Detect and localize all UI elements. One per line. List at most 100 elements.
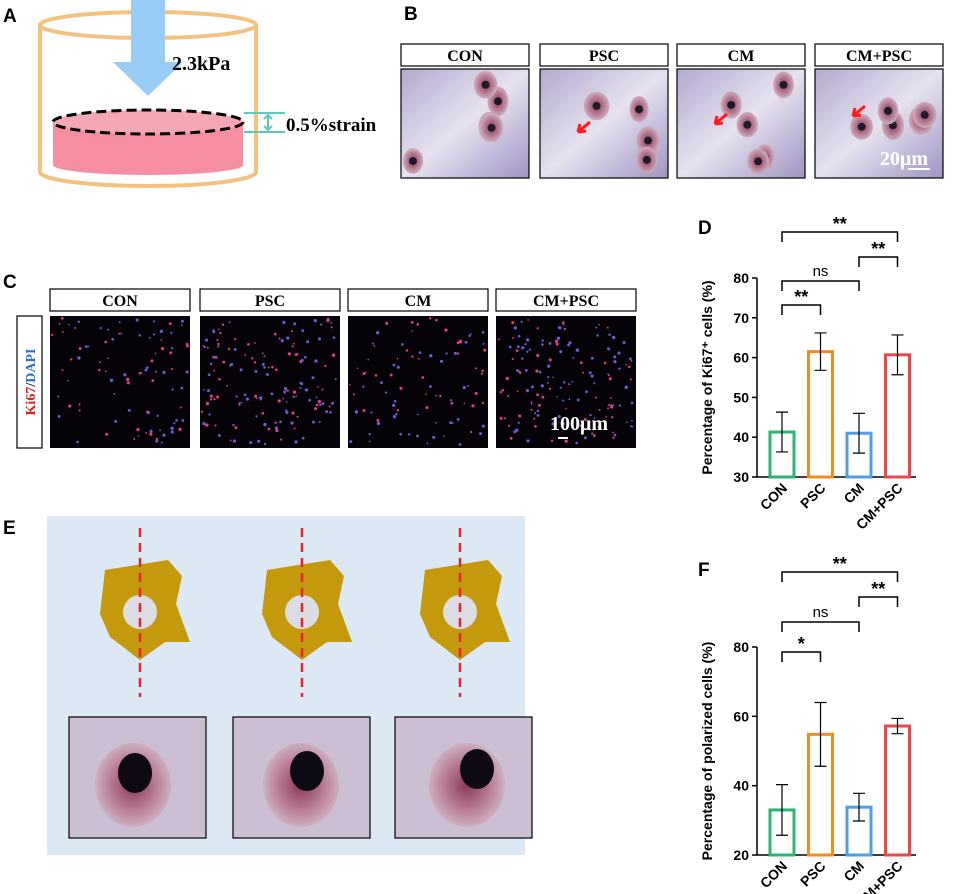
stained-nucleus xyxy=(217,342,220,346)
stained-nucleus xyxy=(589,414,592,417)
nucleus xyxy=(727,100,736,109)
stained-nucleus xyxy=(609,397,612,399)
fluorescence-image xyxy=(200,316,340,448)
stained-nucleus xyxy=(550,439,554,442)
stained-nucleus xyxy=(330,326,333,329)
stained-nucleus xyxy=(513,430,517,434)
stained-nucleus xyxy=(526,439,530,443)
scale-bar-label: 20μm xyxy=(880,148,928,170)
stained-nucleus xyxy=(137,435,140,437)
nucleus xyxy=(409,157,418,166)
stained-nucleus xyxy=(370,411,373,414)
stained-nucleus xyxy=(534,424,537,428)
stained-nucleus xyxy=(320,323,323,326)
panel-a: A 2.3kPa 0.5%strain xyxy=(3,0,377,188)
stained-nucleus xyxy=(481,331,485,334)
stained-nucleus xyxy=(243,393,247,397)
stained-nucleus xyxy=(507,395,510,398)
stained-nucleus xyxy=(265,373,269,377)
stained-nucleus xyxy=(631,419,633,422)
stained-nucleus xyxy=(228,321,231,324)
panel-label: A xyxy=(3,6,17,27)
stain-label: Ki67/DAPI xyxy=(24,349,39,416)
group-header xyxy=(495,288,637,312)
stained-nucleus xyxy=(180,324,183,327)
stained-nucleus xyxy=(217,434,221,437)
stained-nucleus xyxy=(603,361,607,365)
stained-nucleus xyxy=(607,373,609,375)
significance-bracket xyxy=(781,621,860,632)
y-tick-label: 50 xyxy=(733,389,749,405)
stained-nucleus xyxy=(57,415,61,418)
stained-nucleus xyxy=(280,339,284,343)
stained-nucleus xyxy=(153,320,156,323)
stained-nucleus xyxy=(605,415,608,418)
stained-nucleus xyxy=(292,390,297,394)
stained-nucleus xyxy=(375,331,380,335)
stained-nucleus xyxy=(319,403,322,407)
stained-nucleus xyxy=(294,440,298,444)
stained-nucleus xyxy=(285,401,288,403)
stained-nucleus xyxy=(290,330,293,333)
stained-nucleus xyxy=(325,410,329,414)
group-label: PSC xyxy=(589,48,619,65)
nucleus xyxy=(884,106,893,115)
stained-nucleus xyxy=(291,411,295,415)
stained-nucleus xyxy=(60,316,64,320)
significance-label: ** xyxy=(794,287,808,307)
pressure-label: 2.3kPa xyxy=(172,53,230,75)
stained-nucleus xyxy=(541,395,545,399)
stained-nucleus xyxy=(511,357,514,361)
stained-nucleus xyxy=(554,339,559,343)
group-label: CON xyxy=(447,48,483,65)
stained-nucleus xyxy=(612,436,615,439)
stained-nucleus xyxy=(392,415,397,419)
stained-nucleus xyxy=(256,397,258,400)
stained-nucleus xyxy=(145,431,148,434)
stained-nucleus xyxy=(517,421,520,425)
stained-nucleus xyxy=(287,352,292,356)
stained-nucleus xyxy=(253,361,257,364)
stained-nucleus xyxy=(62,330,64,333)
stained-nucleus xyxy=(468,334,471,338)
stained-nucleus xyxy=(450,401,454,405)
significance-label: * xyxy=(798,634,805,654)
stained-nucleus xyxy=(51,333,54,337)
significance-label: ns xyxy=(813,263,829,280)
stained-nucleus xyxy=(558,326,562,330)
stained-nucleus xyxy=(263,366,266,369)
stained-nucleus xyxy=(160,347,165,351)
stained-nucleus xyxy=(334,377,337,381)
group-header xyxy=(676,43,806,67)
stained-nucleus xyxy=(503,417,506,420)
stained-nucleus xyxy=(410,321,414,324)
stained-nucleus xyxy=(608,348,611,351)
stained-nucleus xyxy=(528,348,531,351)
stained-nucleus xyxy=(202,421,206,426)
stained-nucleus xyxy=(61,369,64,372)
stained-nucleus xyxy=(153,333,156,336)
stained-nucleus xyxy=(170,367,173,370)
stained-nucleus xyxy=(229,439,232,442)
stained-nucleus xyxy=(145,366,149,370)
group-header xyxy=(49,288,191,312)
stained-nucleus xyxy=(579,424,583,428)
stained-nucleus xyxy=(376,418,380,422)
stained-nucleus xyxy=(261,362,265,366)
stained-nucleus xyxy=(278,337,281,340)
significance-label: ** xyxy=(833,554,847,574)
stained-nucleus xyxy=(628,365,631,369)
x-tick-label: PSC xyxy=(797,858,829,890)
y-tick-label: 60 xyxy=(733,350,749,366)
stained-nucleus xyxy=(138,334,141,337)
stained-nucleus xyxy=(326,319,330,323)
stained-nucleus xyxy=(474,391,478,396)
significance-bracket xyxy=(781,651,822,662)
stained-nucleus xyxy=(527,319,530,321)
stained-nucleus xyxy=(562,323,565,326)
stained-nucleus xyxy=(78,346,82,351)
stained-nucleus xyxy=(582,371,585,374)
stained-nucleus xyxy=(618,404,621,407)
stained-nucleus xyxy=(462,385,466,390)
stained-nucleus xyxy=(208,413,211,416)
